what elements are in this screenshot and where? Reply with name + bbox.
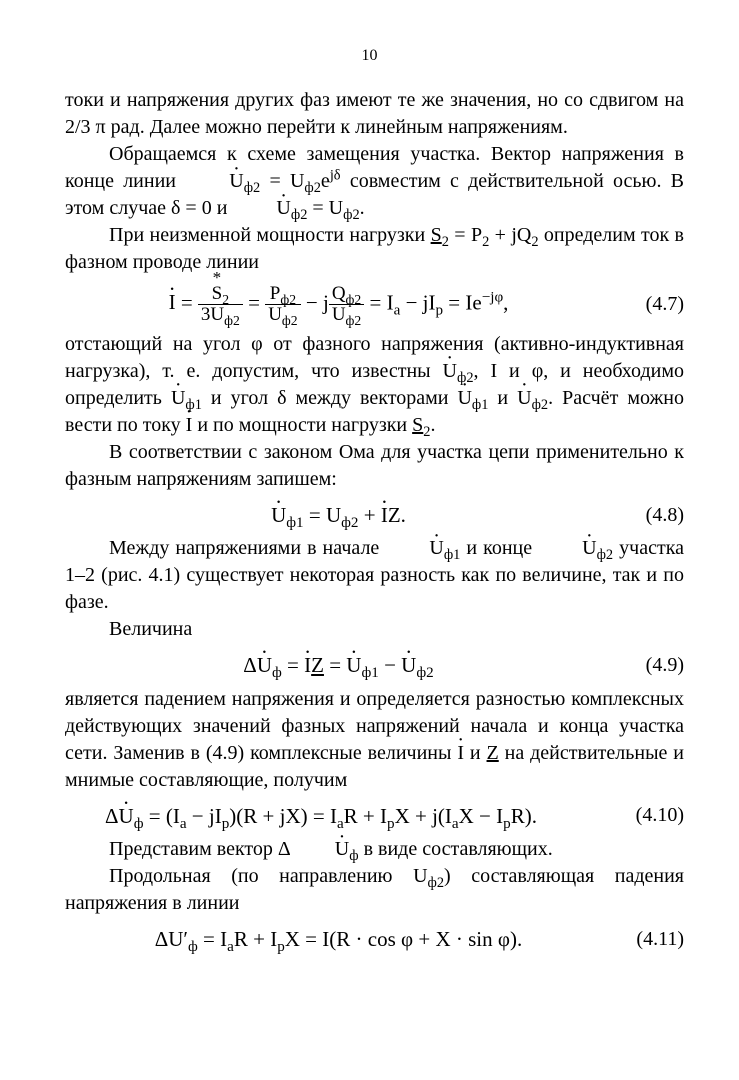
symbol-s2-b: S <box>412 414 423 436</box>
symbol-idot: I <box>186 412 193 439</box>
text: . <box>360 197 365 219</box>
text: . <box>430 414 435 436</box>
paragraph-3: При неизменной мощности нагрузки S2 = P2… <box>65 222 684 276</box>
paragraph-4: отстающий на угол φ от фазного напряжени… <box>65 331 684 439</box>
body-content: токи и напряжения других фаз имеют те же… <box>65 87 684 953</box>
symbol-udot-f1: U <box>171 385 185 412</box>
symbol-udot-f2-b: U <box>232 195 290 222</box>
equation-body: ΔUф = IZ = Uф1 − Uф2 <box>65 651 612 679</box>
text: и <box>464 742 487 764</box>
symbol-udot-f1-b: U <box>457 385 471 412</box>
symbol-udot-f2: U <box>185 168 243 195</box>
equation-4-11: ΔU′ф = IaR + IpX = I(R · cos φ + X · sin… <box>65 925 684 953</box>
symbol-udot-f2-d: U <box>517 385 531 412</box>
text: Между напряжениями в начале <box>109 537 385 559</box>
equation-body: I = S23Uф2 = Pф2Uф2 − jQф2Uф2 = Ia − jIp… <box>65 284 612 325</box>
symbol-udot-f2-e: U <box>538 535 596 562</box>
equation-number: (4.9) <box>612 652 684 679</box>
text: Продольная (по направлению <box>109 865 413 887</box>
equation-4-9: ΔUф = IZ = Uф1 − Uф2 (4.9) <box>65 651 684 679</box>
text: и конце <box>460 537 538 559</box>
text: в виде составляющих. <box>359 838 553 860</box>
page: 10 токи и напряжения других фаз имеют те… <box>0 0 739 1080</box>
text: и по мощности нагрузки <box>192 414 412 436</box>
equation-number: (4.7) <box>612 291 684 318</box>
symbol-s2: S <box>431 224 442 246</box>
paragraph-7: Величина <box>65 616 684 643</box>
equation-body: ΔU′ф = IaR + IpX = I(R · cos φ + X · sin… <box>65 925 612 953</box>
paragraph-5: В соответствии с законом Ома для участка… <box>65 439 684 493</box>
equation-number: (4.10) <box>612 802 684 829</box>
equation-number: (4.11) <box>612 926 684 953</box>
paragraph-9: Представим вектор ΔUф в виде составляющи… <box>65 836 684 863</box>
text: При неизменной мощности нагрузки <box>109 224 431 246</box>
symbol-udot-f2-c: U <box>443 358 457 385</box>
symbol-idot-b: I <box>457 740 464 767</box>
equation-4-7: I = S23Uф2 = Pф2Uф2 − jQф2Uф2 = Ia − jIp… <box>65 284 684 325</box>
paragraph-10: Продольная (по направлению Uф2) составля… <box>65 863 684 917</box>
equation-number: (4.8) <box>612 502 684 529</box>
symbol-udot-f1-c: U <box>385 535 443 562</box>
equation-body: Uф1 = Uф2 + IZ. <box>65 501 612 529</box>
symbol-delta-udot-f: U <box>291 836 349 863</box>
paragraph-1: токи и напряжения других фаз имеют те же… <box>65 87 684 141</box>
paragraph-2: Обращаемся к схеме замещения участка. Ве… <box>65 141 684 222</box>
page-number: 10 <box>0 45 739 67</box>
text: и <box>488 387 517 409</box>
paragraph-6: Между напряжениями в начале Uф1 и конце … <box>65 535 684 616</box>
text: Представим вектор <box>109 838 278 860</box>
equation-4-10: ΔUф = (Ia − jIp)(R + jX) = IaR + IpX + j… <box>65 802 684 830</box>
symbol-z: Z <box>487 742 499 764</box>
text: и угол δ между векторами <box>202 387 458 409</box>
paragraph-8: является падением напряжения и определяе… <box>65 686 684 794</box>
